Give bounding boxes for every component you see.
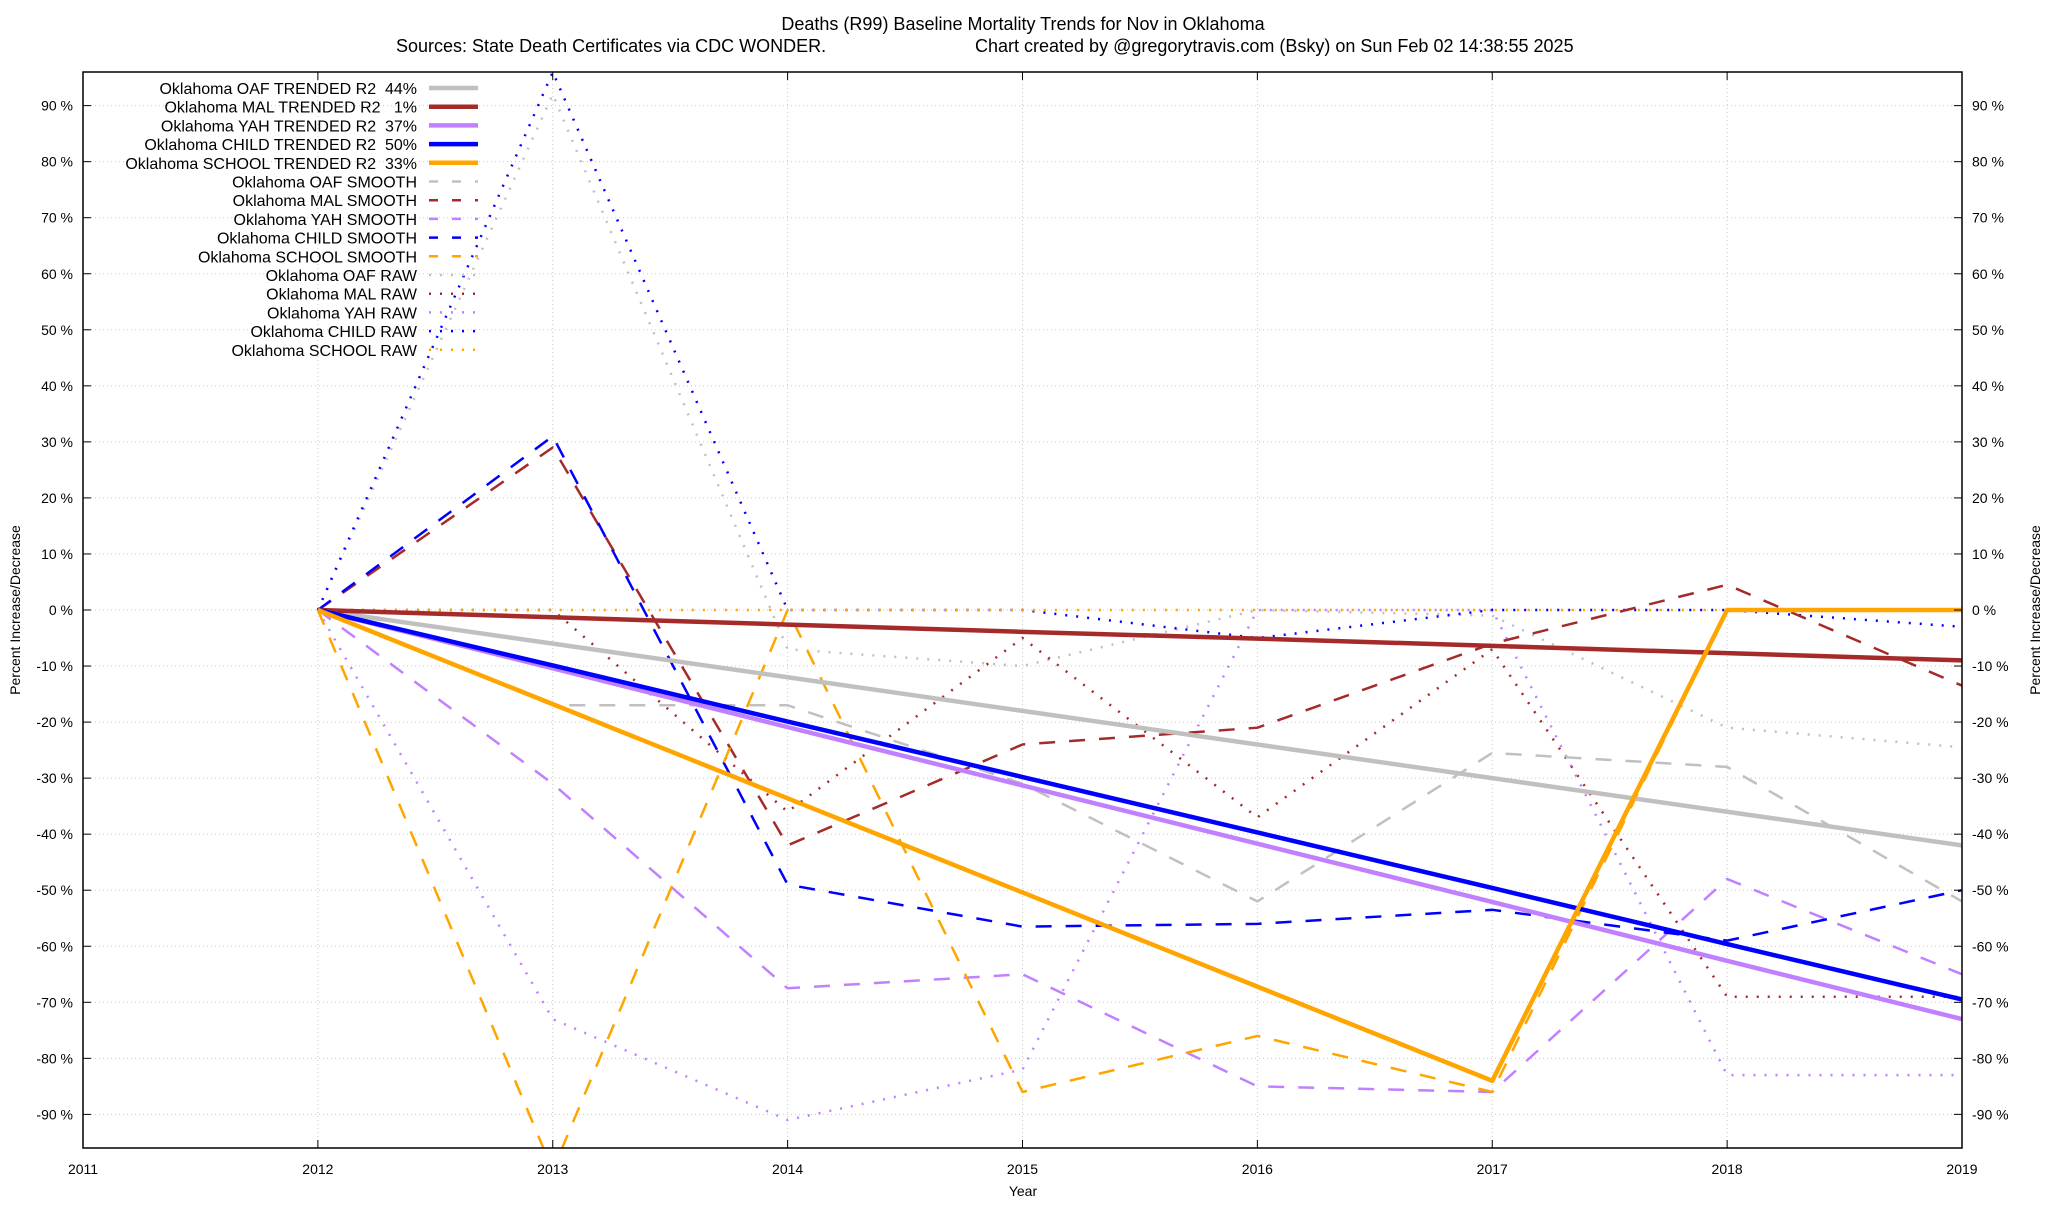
- series-line-oklahoma-mal-raw: [317, 608, 1962, 998]
- legend-label: Oklahoma CHILD TRENDED R2 50%: [144, 137, 417, 154]
- series-group: [316, 72, 1962, 1148]
- y-tick-label-right: 20 %: [1972, 490, 2004, 506]
- y-tick-label-right: 70 %: [1972, 210, 2004, 226]
- y-axis-label-right: Percent Increase/Decrease: [2027, 525, 2043, 695]
- x-tick-label: 2011: [68, 1161, 98, 1177]
- y-tick-label-left: -20 %: [36, 714, 73, 730]
- y-tick-label-right: -70 %: [1972, 994, 2009, 1010]
- x-tick-label: 2018: [1712, 1161, 1743, 1177]
- y-tick-label-left: 10 %: [41, 546, 73, 562]
- x-tick-label: 2013: [537, 1161, 568, 1177]
- x-tick-label: 2019: [1946, 1161, 1977, 1177]
- y-tick-label-right: 40 %: [1972, 378, 2004, 394]
- y-tick-label-left: -70 %: [36, 994, 73, 1010]
- y-tick-label-right: -90 %: [1972, 1106, 2009, 1122]
- y-tick-label-right: -50 %: [1972, 882, 2009, 898]
- legend-label: Oklahoma SCHOOL TRENDED R2 33%: [125, 156, 417, 173]
- chart-subtitle-sources: Sources: State Death Certificates via CD…: [396, 36, 826, 56]
- series-line-oklahoma-yah-trended-r2-37: [317, 607, 1962, 1022]
- x-tick-label: 2017: [1477, 1161, 1508, 1177]
- x-tick-label: 2015: [1007, 1161, 1038, 1177]
- legend-label: Oklahoma OAF RAW: [266, 268, 418, 285]
- x-tick-label: 2016: [1242, 1161, 1273, 1177]
- legend-label: Oklahoma OAF TRENDED R2 44%: [159, 81, 417, 98]
- y-tick-label-left: -90 %: [36, 1106, 73, 1122]
- y-tick-label-left: -80 %: [36, 1050, 73, 1066]
- series-line-oklahoma-child-trended-r2-50: [317, 607, 1962, 1002]
- x-axis-label: Year: [1009, 1183, 1038, 1199]
- legend-label: Oklahoma MAL SMOOTH: [233, 193, 417, 210]
- series-line-oklahoma-child-raw: [316, 72, 1962, 640]
- legend-label: Oklahoma OAF SMOOTH: [232, 175, 417, 192]
- y-tick-label-left: -60 %: [36, 938, 73, 954]
- series-line-oklahoma-oaf-trended-r2-44: [317, 607, 1962, 848]
- x-tick-label: 2014: [772, 1161, 803, 1177]
- y-tick-label-left: 60 %: [41, 266, 73, 282]
- y-tick-label-left: 20 %: [41, 490, 73, 506]
- y-tick-label-right: 30 %: [1972, 434, 2004, 450]
- y-tick-label-right: -20 %: [1972, 714, 2009, 730]
- y-tick-label-left: 30 %: [41, 434, 73, 450]
- y-tick-label-right: 50 %: [1972, 322, 2004, 338]
- y-tick-label-right: 80 %: [1972, 154, 2004, 170]
- legend-label: Oklahoma MAL TRENDED R2 1%: [164, 100, 417, 117]
- y-tick-label-right: 60 %: [1972, 266, 2004, 282]
- y-tick-label-left: -10 %: [36, 658, 73, 674]
- legend-label: Oklahoma SCHOOL RAW: [231, 343, 417, 360]
- y-tick-label-left: 80 %: [41, 154, 73, 170]
- series-line-oklahoma-school-trended-r2-33: [317, 607, 1962, 1083]
- y-tick-label-right: -30 %: [1972, 770, 2009, 786]
- legend-label: Oklahoma CHILD RAW: [250, 324, 417, 341]
- legend-label: Oklahoma CHILD SMOOTH: [217, 231, 417, 248]
- y-tick-label-right: -80 %: [1972, 1050, 2009, 1066]
- series-line-oklahoma-child-smooth: [317, 435, 1962, 942]
- y-tick-label-left: -50 %: [36, 882, 73, 898]
- y-tick-label-right: -40 %: [1972, 826, 2009, 842]
- y-tick-label-left: 40 %: [41, 378, 73, 394]
- x-tick-label: 2012: [302, 1161, 333, 1177]
- legend: Oklahoma OAF TRENDED R2 44% Oklahoma MAL …: [125, 81, 478, 360]
- chart-title: Deaths (R99) Baseline Mortality Trends f…: [781, 14, 1265, 34]
- y-tick-label-left: 70 %: [41, 210, 73, 226]
- y-tick-label-left: 0 %: [49, 602, 73, 618]
- legend-label: Oklahoma MAL RAW: [266, 287, 418, 304]
- axis-ticks: 90 % 90 % 80 % 80 % 70 % 70 % 60 % 60 % 50 % 50 %…: [36, 72, 2009, 1177]
- series-line-oklahoma-yah-smooth: [317, 608, 1962, 1094]
- legend-label: Oklahoma YAH RAW: [267, 305, 418, 322]
- y-tick-label-left: -40 %: [36, 826, 73, 842]
- y-axis-label-left: Percent Increase/Decrease: [7, 525, 23, 695]
- series-line-oklahoma-mal-smooth: [317, 446, 1962, 847]
- legend-label: Oklahoma YAH SMOOTH: [234, 212, 417, 229]
- series-line-oklahoma-oaf-smooth: [317, 608, 1962, 903]
- y-tick-label-left: 90 %: [41, 98, 73, 114]
- y-tick-label-right: -60 %: [1972, 938, 2009, 954]
- y-tick-label-left: -30 %: [36, 770, 73, 786]
- y-tick-label-left: 50 %: [41, 322, 73, 338]
- y-tick-label-right: 90 %: [1972, 98, 2004, 114]
- series-line-oklahoma-yah-raw: [316, 608, 1962, 1122]
- series-line-oklahoma-mal-trended-r2-1: [317, 607, 1962, 663]
- legend-label: Oklahoma YAH TRENDED R2 37%: [161, 118, 417, 135]
- series-line-oklahoma-oaf-raw: [316, 93, 1962, 749]
- chart-subtitle-credit: Chart created by @gregorytravis.com (Bsk…: [975, 36, 1574, 56]
- y-tick-label-right: -10 %: [1972, 658, 2009, 674]
- y-tick-label-right: 0 %: [1972, 602, 1996, 618]
- y-tick-label-right: 10 %: [1972, 546, 2004, 562]
- legend-label: Oklahoma SCHOOL SMOOTH: [198, 249, 417, 266]
